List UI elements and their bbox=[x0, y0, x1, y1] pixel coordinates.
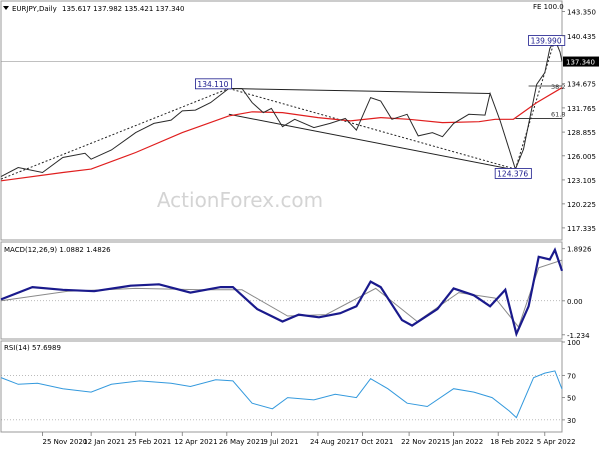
x-tick-label: 12 Jan 2021 bbox=[83, 438, 125, 446]
label-high-2021-box bbox=[195, 78, 233, 90]
label-high-2022: 139.990 bbox=[531, 36, 562, 45]
price-panel: EURJPY,Daily 135.617 137.982 135.421 137… bbox=[0, 0, 599, 241]
label-high-2021: 134.110 bbox=[197, 80, 228, 89]
macd-panel: MACD(12,26,9) 1.0882 1.4826 1.8926 0.00 -1… bbox=[0, 241, 592, 340]
price-tick-label: 117.335 bbox=[567, 225, 596, 233]
x-tick-label: 7 Oct 2021 bbox=[355, 438, 394, 446]
rsi-axis: 100 70 50 30 bbox=[562, 339, 580, 425]
x-tick-label: 24 Aug 2021 bbox=[310, 438, 355, 446]
macd-line bbox=[0, 247, 564, 338]
rsi-line bbox=[0, 370, 563, 419]
rsi-grid bbox=[1, 375, 562, 421]
macd-tick-label: -1.234 bbox=[567, 332, 590, 340]
rsi-label: RSI(14) 57.6989 bbox=[4, 344, 61, 352]
label-high-2022-box bbox=[528, 35, 566, 46]
macd-tick-label: 1.8926 bbox=[567, 246, 592, 254]
symbol-dropdown-icon bbox=[3, 6, 9, 10]
x-tick-label: 25 Nov 2020 bbox=[43, 438, 88, 446]
price-axis: 143.350 140.435 137.340 134.675 131.765 128.8… bbox=[562, 9, 599, 233]
macd-label: MACD(12,26,9) 1.0882 1.4826 bbox=[4, 246, 111, 254]
price-tick-label: 123.105 bbox=[567, 177, 596, 185]
macd-lines bbox=[0, 247, 564, 338]
x-tick-label: 5 Apr 2022 bbox=[537, 438, 576, 446]
fib-382-label: 38.2 bbox=[551, 83, 565, 91]
x-tick-label: 12 Apr 2021 bbox=[174, 438, 217, 446]
lower-channel-line bbox=[228, 113, 516, 171]
rsi-tick-label: 70 bbox=[567, 372, 576, 380]
x-tick-label: 9 Jul 2021 bbox=[263, 438, 298, 446]
watermark: ActionForex.com bbox=[157, 188, 323, 212]
current-price-label: 137.340 bbox=[566, 59, 595, 67]
label-low-2022-box bbox=[494, 168, 532, 179]
price-tick-label: 120.225 bbox=[567, 201, 596, 209]
price-lines bbox=[0, 38, 563, 182]
upper-channel-line bbox=[228, 87, 491, 94]
price-line bbox=[0, 38, 563, 178]
price-panel-frame bbox=[0, 0, 563, 241]
price-tick-label: 143.350 bbox=[567, 9, 596, 17]
ohlc-values: 135.617 137.982 135.421 137.340 bbox=[62, 5, 184, 13]
current-price-box bbox=[563, 56, 599, 67]
rsi-panel: RSI(14) 57.6989 100 70 50 30 bbox=[0, 339, 580, 433]
price-tick-label: 128.855 bbox=[567, 129, 596, 137]
x-tick-label: 26 May 2021 bbox=[219, 438, 265, 446]
price-tick-label: 126.005 bbox=[567, 153, 596, 161]
x-tick-label: 18 Feb 2022 bbox=[490, 438, 534, 446]
price-tick-label: 140.435 bbox=[567, 33, 596, 41]
x-tick-label: 5 Jan 2022 bbox=[446, 438, 484, 446]
price-annotations: 134.110 124.376 139.990 38.2 61.8 bbox=[195, 35, 566, 179]
symbol-label: EURJPY,Daily bbox=[12, 5, 57, 13]
x-tick-label: 22 Nov 2021 bbox=[401, 438, 446, 446]
dashed-advance-line bbox=[0, 88, 230, 180]
macd-signal-line bbox=[0, 259, 563, 329]
rsi-tick-label: 30 bbox=[567, 417, 576, 425]
macd-axis: 1.8926 0.00 -1.234 bbox=[562, 246, 592, 340]
rsi-panel-frame bbox=[0, 340, 563, 433]
fe-label: FE 100.0 bbox=[533, 3, 564, 11]
label-low-2022: 124.376 bbox=[497, 169, 528, 178]
rsi-tick-label: 100 bbox=[567, 339, 580, 347]
x-tick-label: 25 Feb 2021 bbox=[128, 438, 172, 446]
ema-line bbox=[0, 87, 563, 182]
dashed-decline-line bbox=[228, 88, 516, 170]
rsi-tick-label: 50 bbox=[567, 395, 576, 403]
price-tick-label: 131.765 bbox=[567, 105, 596, 113]
price-tick-label: 134.675 bbox=[567, 81, 596, 89]
macd-tick-label: 0.00 bbox=[567, 298, 583, 306]
fib-618-label: 61.8 bbox=[551, 110, 565, 118]
dashed-rally-line bbox=[514, 39, 556, 170]
rsi-lines bbox=[0, 370, 563, 419]
